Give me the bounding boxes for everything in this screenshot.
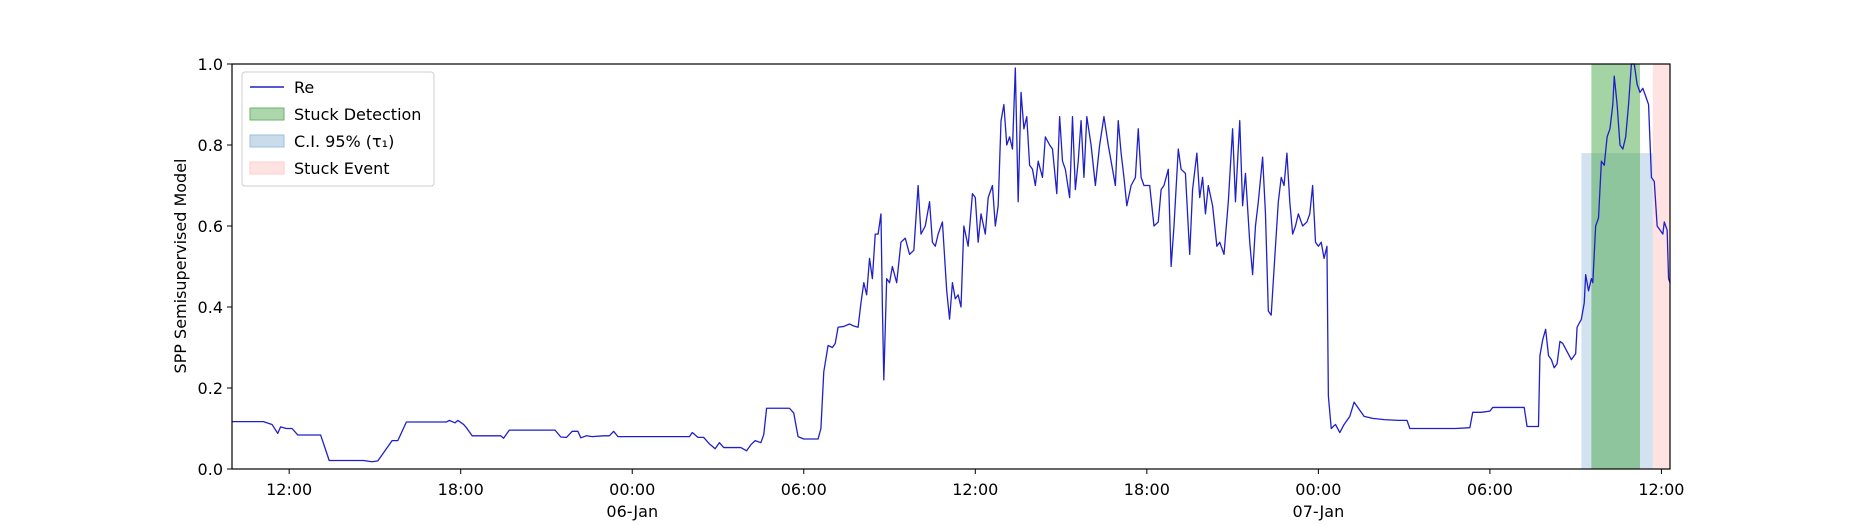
x-tick-date-label: 06-Jan [606, 502, 658, 521]
x-tick-label: 06:00 [1467, 480, 1513, 499]
span-layer [1581, 64, 1670, 469]
x-axis: 12:0018:0000:0006-Jan190006:0012:0018:00… [266, 469, 1684, 525]
y-tick-label: 0.8 [198, 136, 223, 155]
y-axis: 0.0 0.2 0.4 0.6 0.8 1.0 [198, 55, 232, 479]
y-tick-label: 0.0 [198, 460, 223, 479]
legend-label: Stuck Event [294, 159, 390, 178]
legend-swatch-patch [249, 161, 285, 175]
series-line-0 [232, 63, 1671, 463]
x-tick-label: 18:00 [1124, 480, 1170, 499]
span-1 [1591, 64, 1640, 469]
legend: Re Stuck Detection C.I. 95% (τ₁) Stuck Even… [241, 71, 435, 187]
x-tick-label: 18:00 [438, 480, 484, 499]
y-tick-label: 0.6 [198, 217, 223, 236]
x-tick-label: 12:00 [266, 480, 312, 499]
span-2 [1652, 64, 1670, 469]
y-tick-label: 0.2 [198, 379, 223, 398]
legend-swatch-patch [249, 134, 285, 148]
legend-label: Stuck Detection [294, 105, 421, 124]
x-tick-label: 12:00 [1638, 480, 1684, 499]
line-layer [232, 63, 1671, 463]
legend-label: C.I. 95% (τ₁) [294, 132, 394, 151]
x-tick-date-label: 07-Jan [1293, 502, 1345, 521]
y-axis-label: SPP Semisupervised Model [171, 159, 190, 374]
x-tick-label: 00:00 [1295, 480, 1341, 499]
y-tick-label: 0.4 [198, 298, 223, 317]
legend-box [241, 71, 435, 187]
x-tick-label: 00:00 [609, 480, 655, 499]
plot-frame [231, 63, 1671, 470]
x-tick-label: 12:00 [952, 480, 998, 499]
y-tick-label: 1.0 [198, 55, 223, 74]
x-tick-label: 06:00 [781, 480, 827, 499]
legend-swatch-patch [249, 107, 285, 121]
legend-label: Re [294, 78, 314, 97]
